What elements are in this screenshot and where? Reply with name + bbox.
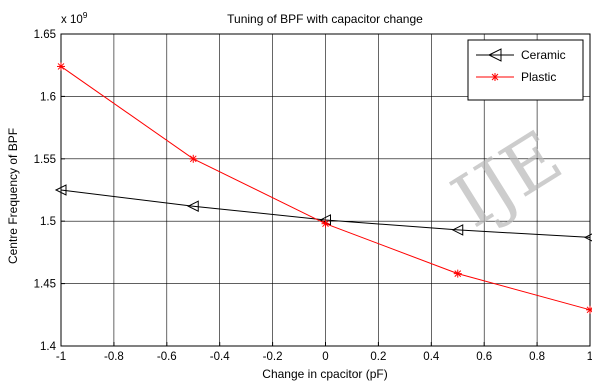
legend-box (467, 39, 584, 101)
x-tick-label: -0.6 (157, 351, 177, 363)
y-axis-label: Centre Frequency of BPF (6, 128, 20, 264)
y-tick-label: 1.65 (34, 29, 56, 41)
legend: Ceramic Plastic (467, 39, 584, 101)
y-axis: 1.4 1.45 1.5 1.55 1.6 1.65 (34, 29, 65, 353)
x-tick-label: 0.4 (423, 351, 440, 363)
x-tick-label: -1 (56, 351, 66, 363)
data-point-ceramic (54, 184, 67, 196)
x-tick-label: 0.2 (370, 351, 386, 363)
x-tick-label: -0.8 (104, 351, 124, 363)
watermark: IJE (438, 114, 576, 243)
x-tick-label: 0.8 (529, 351, 545, 363)
x-axis-label: Change in cpacitor (pF) (262, 367, 387, 381)
y-tick-label: 1.55 (34, 154, 56, 166)
y-tick-label: 1.5 (40, 216, 56, 228)
data-point-plastic (321, 219, 330, 228)
legend-label-plastic: Plastic (521, 70, 556, 84)
data-point-ceramic (583, 233, 592, 242)
exponent-base: x 10 (61, 14, 83, 26)
legend-marker-plastic (491, 73, 499, 81)
x-tick-label: 1 (587, 351, 592, 363)
legend-label-ceramic: Ceramic (521, 48, 566, 62)
data-point-plastic (57, 62, 65, 71)
y-tick-label: 1.6 (40, 91, 56, 103)
data-point-plastic (586, 305, 592, 314)
legend-marker-ceramic (487, 48, 502, 62)
x-tick-label: -0.2 (263, 351, 283, 363)
x-tick-label: 0.6 (476, 351, 492, 363)
chart-title: Tuning of BPF with capacitor change (227, 12, 423, 26)
data-point-plastic (189, 154, 198, 163)
exponent-label: x 109 (61, 10, 88, 26)
x-tick-label: -0.4 (210, 351, 230, 363)
x-axis: -1 -0.8 -0.6 -0.4 -0.2 0 0.2 0.4 0.6 0.8 1 (56, 342, 592, 363)
data-point-ceramic (187, 200, 199, 213)
y-tick-label: 1.4 (40, 341, 57, 353)
series-plastic (57, 62, 592, 314)
exponent-power: 9 (83, 10, 88, 20)
watermark-text: IJE (438, 114, 576, 243)
data-point-ceramic (451, 224, 464, 236)
data-point-plastic (453, 269, 462, 278)
y-tick-label: 1.45 (34, 279, 56, 291)
series-layer (54, 62, 592, 314)
x-tick-label: 0 (322, 351, 328, 363)
